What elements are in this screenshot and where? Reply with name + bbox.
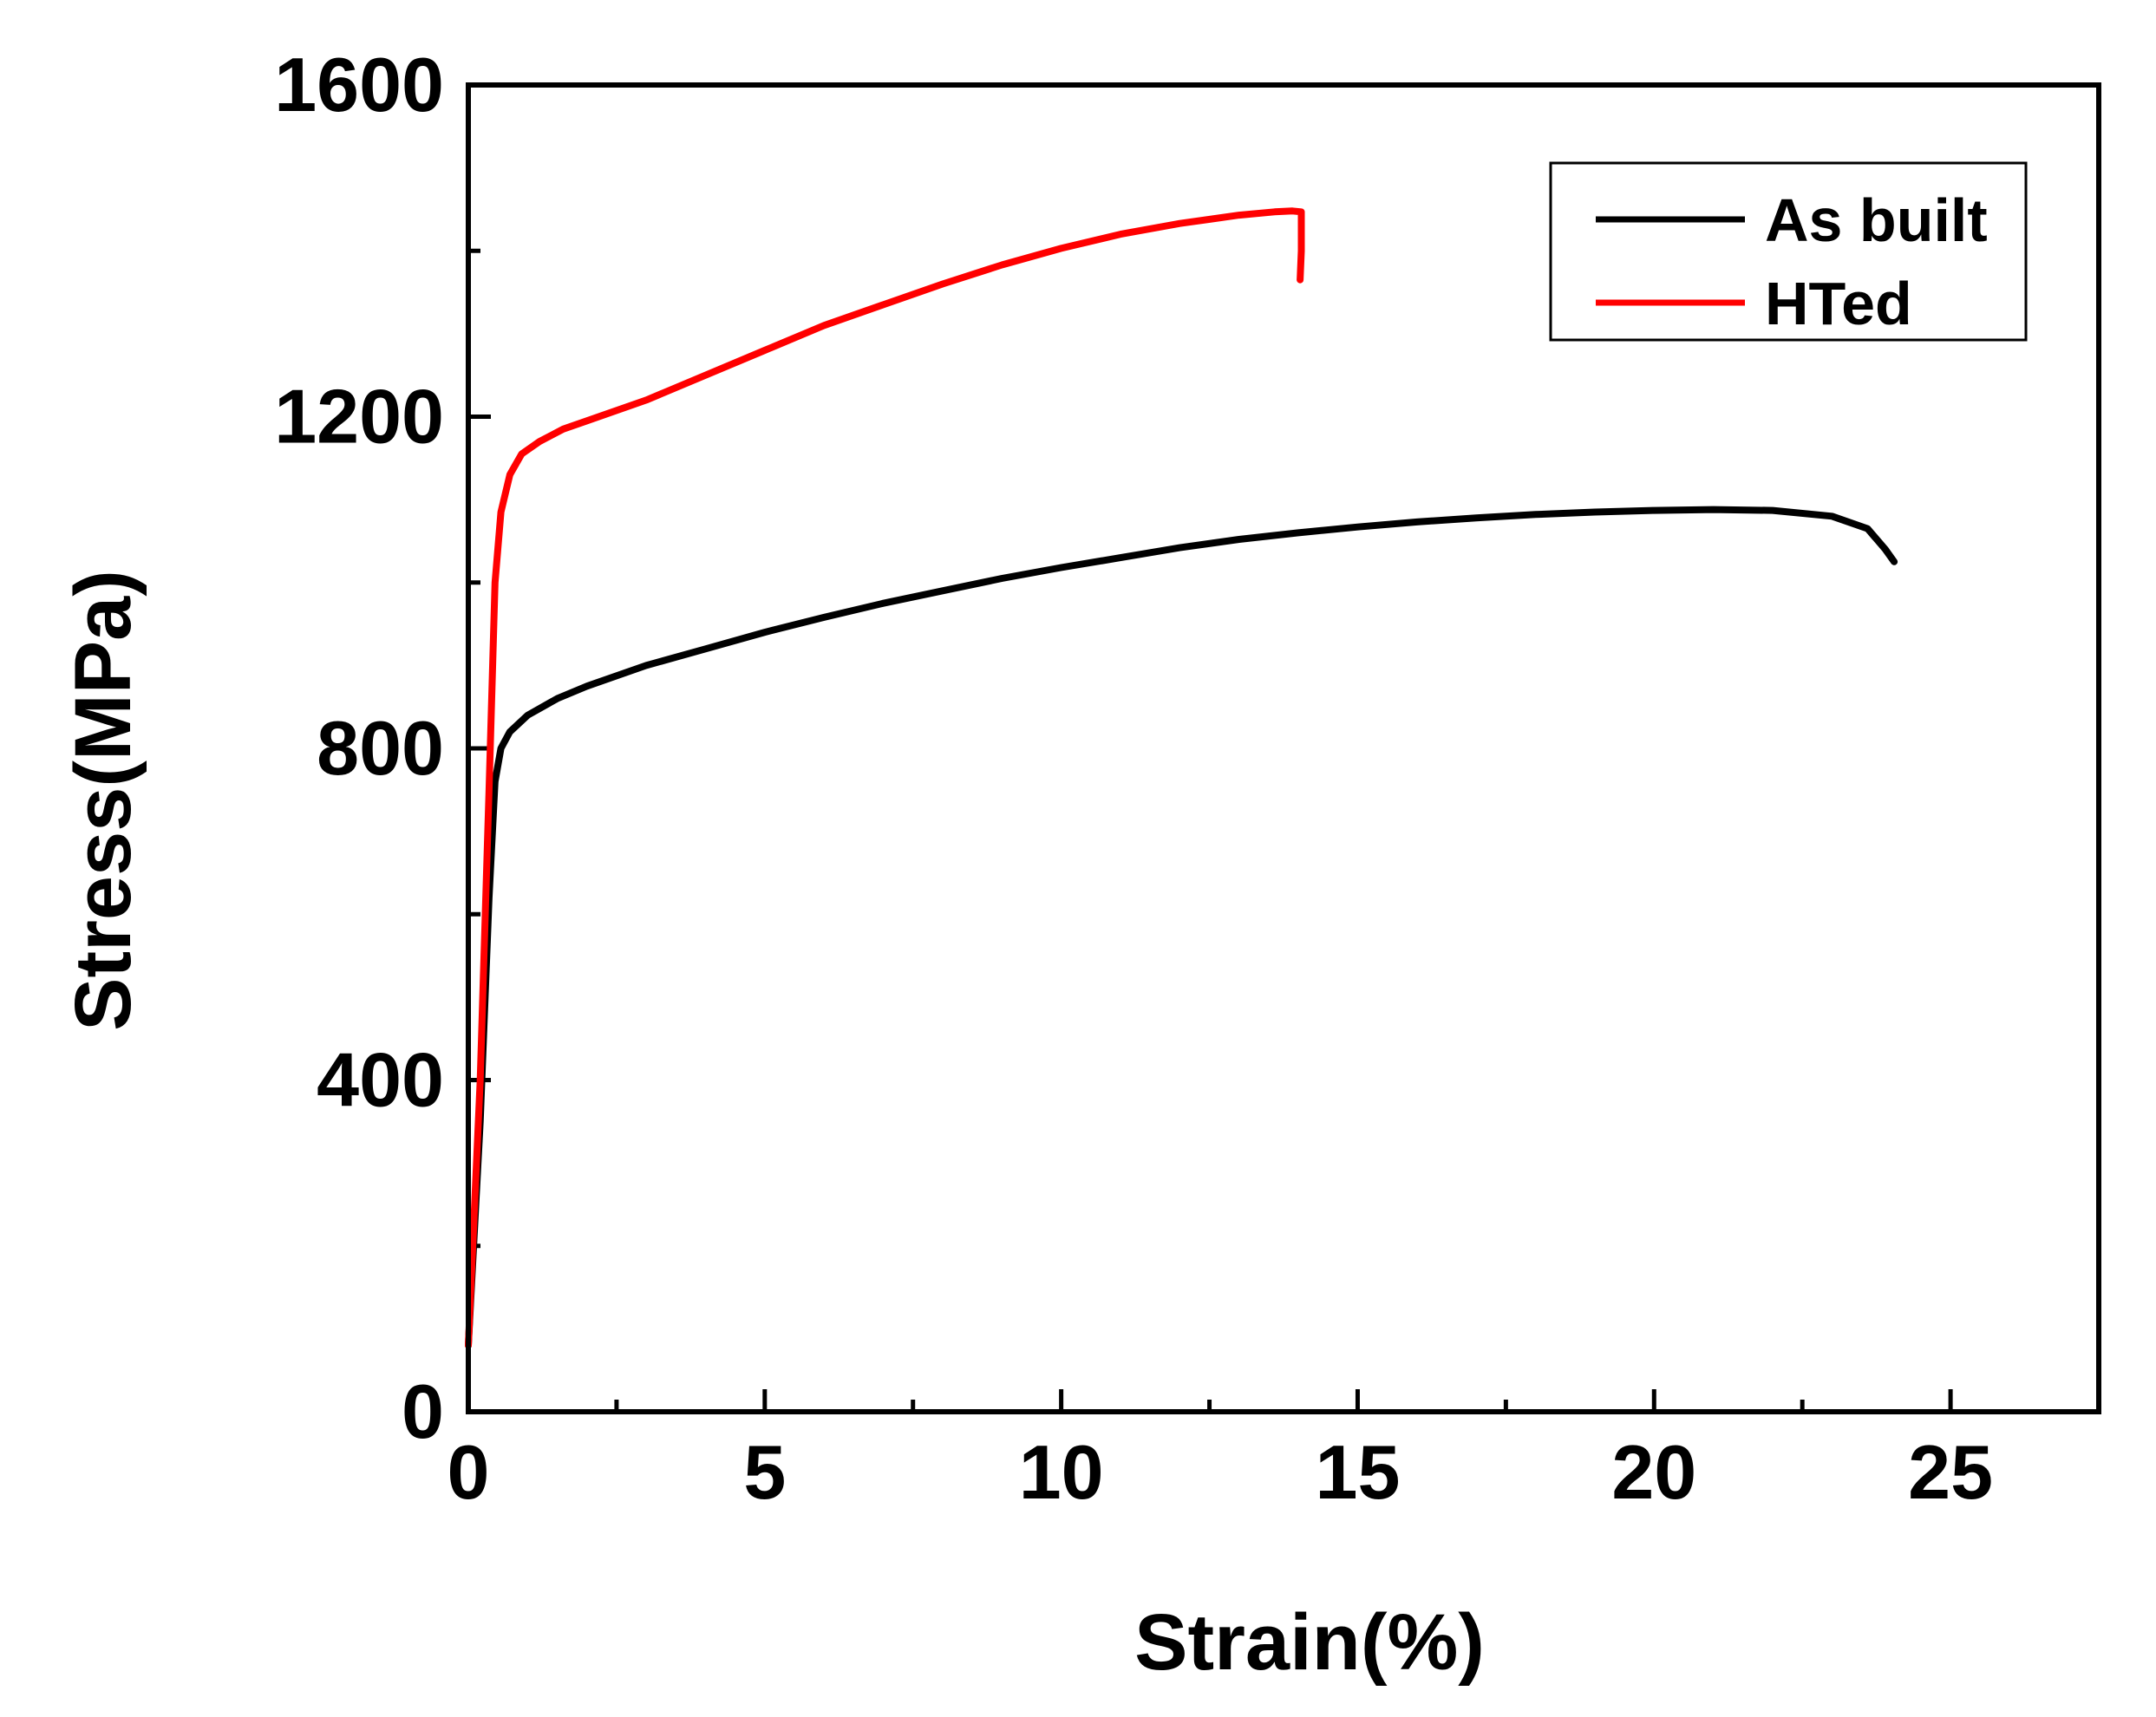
legend-label-as-built: As built <box>1765 186 1988 254</box>
series-layer <box>465 207 1898 1349</box>
x-axis-title: Strain(%) <box>1134 1598 1485 1687</box>
x-tick-label: 20 <box>1611 1429 1696 1515</box>
x-tick-label: 0 <box>448 1429 490 1515</box>
legend-box <box>1549 161 2028 342</box>
series-line-as-built <box>465 506 1898 1349</box>
y-tick-label: 1200 <box>274 374 444 460</box>
x-tick-label: 25 <box>1908 1429 1993 1515</box>
y-tick-label: 0 <box>402 1368 444 1454</box>
x-tick-label: 10 <box>1019 1429 1104 1515</box>
y-axis-title: Stress(MPa) <box>59 570 147 1031</box>
legend-label-hted: HTed <box>1765 270 1912 337</box>
x-tick-label: 15 <box>1316 1429 1401 1515</box>
y-tick-label: 1600 <box>274 42 444 127</box>
x-axis-ticks: 0 5 10 15 20 25 <box>448 1389 2101 1515</box>
x-tick-label: 5 <box>743 1429 786 1515</box>
series-line-hted <box>465 207 1305 1349</box>
plot-frame <box>466 82 2101 1414</box>
legend: As built HTed <box>1549 161 2028 342</box>
y-tick-label: 400 <box>317 1037 444 1123</box>
y-axis-ticks: 0 400 800 1200 1600 <box>274 42 491 1454</box>
y-tick-label: 800 <box>317 705 444 791</box>
